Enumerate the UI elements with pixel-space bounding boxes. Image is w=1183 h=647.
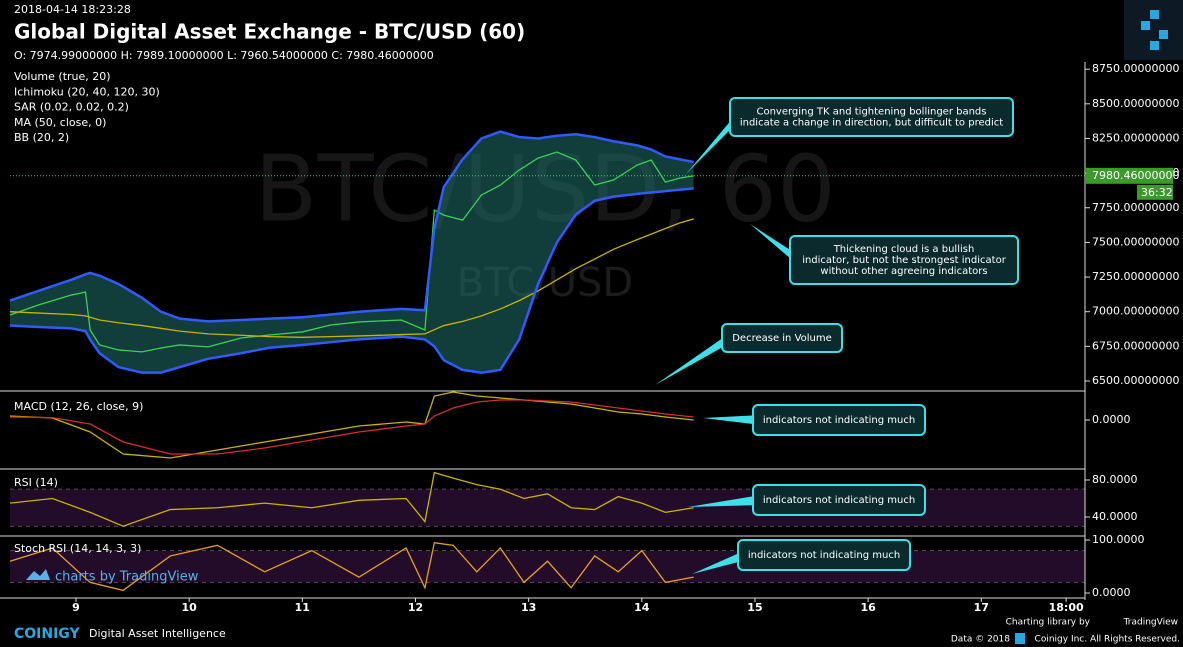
tv-badge: charts by TradingView	[26, 569, 199, 585]
charting-by: Charting library by	[1006, 618, 1091, 628]
plot	[9, 130, 1085, 592]
y-tick-label: 80.0000	[1092, 473, 1138, 486]
logo-mini	[1015, 633, 1025, 644]
data-copyright: Data © 2018	[951, 635, 1010, 645]
x-tick-label: 15	[747, 601, 762, 614]
ohlc: O: 7974.99000000 H: 7989.10000000 L: 796…	[14, 49, 434, 62]
annotation-box	[789, 235, 1019, 285]
y-tick-label: 7000.00000000	[1092, 305, 1179, 318]
callout-pointer	[655, 333, 730, 385]
logo	[1124, 0, 1183, 60]
annotation-box	[721, 323, 843, 353]
rights: Coinigy Inc. All Rights Reserved.	[1035, 635, 1180, 645]
annotation-text: Thickening cloud is a bullish	[833, 244, 975, 255]
annotation-text: indicators not indicating much	[763, 415, 915, 426]
y-tick-label: 0.0000	[1092, 413, 1131, 426]
series-line	[9, 151, 694, 353]
tagline: Digital Asset Intelligence	[89, 627, 226, 640]
annotation-box	[752, 404, 926, 436]
y-tick-label: 0.0000	[1092, 586, 1131, 599]
x-tick-label: 14	[634, 601, 650, 614]
tv-credit: TradingView	[1123, 618, 1178, 628]
callout-pointer	[686, 112, 738, 174]
y-tick-label: 7750.00000000	[1092, 201, 1179, 214]
series-line	[9, 391, 694, 459]
title: Global Digital Asset Exchange - BTC/USD …	[14, 20, 525, 44]
countdown-box	[1137, 184, 1173, 200]
last-price-label: 7980.46000000	[1092, 169, 1179, 182]
x-tick-label: 10	[182, 601, 198, 614]
annotation-text: indicator, but not the strongest indicat…	[802, 255, 1007, 266]
annotation-text: indicate a change in direction, but diff…	[740, 118, 1003, 129]
panel-title: RSI (14)	[14, 476, 58, 489]
brand: COINIGY	[14, 626, 80, 642]
x-tick-label: 13	[521, 601, 536, 614]
annotation-box	[752, 484, 926, 516]
callout-pointer	[692, 550, 746, 574]
y-tick-label: 6500.00000000	[1092, 374, 1179, 387]
callout-pointer	[750, 224, 798, 265]
annotation-box	[729, 97, 1014, 137]
datetime: 2018-04-14 18:23:28	[14, 3, 131, 16]
x-tick-label: 17	[974, 601, 989, 614]
annotation-text: indicators not indicating much	[748, 550, 900, 561]
series-line	[9, 471, 694, 527]
y-tick-label: 7500.00000000	[1092, 235, 1179, 248]
annotation-text: without other agreeing indicators	[820, 266, 987, 277]
annotation-text: indicators not indicating much	[763, 495, 915, 506]
annotation-text: Decrease in Volume	[732, 333, 832, 344]
series-line	[9, 218, 694, 338]
y-tick-label: 7250.00000000	[1092, 270, 1179, 283]
callout-pointer	[703, 415, 761, 425]
series-line	[9, 399, 694, 455]
x-tick-label: 9	[72, 601, 80, 614]
y-tick-label: 8500.00000000	[1092, 97, 1179, 110]
x-tick-label: 18:00	[1049, 601, 1084, 614]
y-tick-label: 8750.00000000	[1092, 62, 1179, 75]
legend-item: MA (50, close, 0)	[14, 116, 106, 129]
series-line	[9, 130, 694, 323]
annotation-text: Converging TK and tightening bollinger b…	[756, 107, 986, 118]
countdown: 36:32	[1141, 186, 1173, 199]
legend-item: Volume (true, 20)	[14, 70, 111, 83]
annotation-box	[737, 539, 911, 571]
x-tick-label: 12	[408, 601, 423, 614]
x-tick-label: 16	[860, 601, 876, 614]
legend-item: Ichimoku (20, 40, 120, 30)	[14, 85, 160, 98]
tv-badge-text: charts by TradingView	[55, 570, 199, 585]
legend-item: SAR (0.02, 0.02, 0.2)	[14, 101, 129, 114]
panel-title: MACD (12, 26, close, 9)	[14, 400, 143, 413]
y-tick-label: 6750.00000000	[1092, 339, 1179, 352]
y-tick-label: 100.0000	[1092, 533, 1145, 546]
callout-pointer	[688, 495, 761, 507]
panel-title: Stoch RSI (14, 14, 3, 3)	[14, 542, 141, 555]
series-line	[9, 541, 694, 592]
last-price-box	[1086, 167, 1173, 184]
y-tick-label: 40.0000	[1092, 510, 1138, 523]
x-tick-label: 11	[295, 601, 310, 614]
bb-fill	[10, 131, 694, 373]
series-line	[9, 187, 694, 374]
y-tick-label: 8250.00000000	[1092, 131, 1179, 144]
legend-item: BB (20, 2)	[14, 131, 69, 144]
